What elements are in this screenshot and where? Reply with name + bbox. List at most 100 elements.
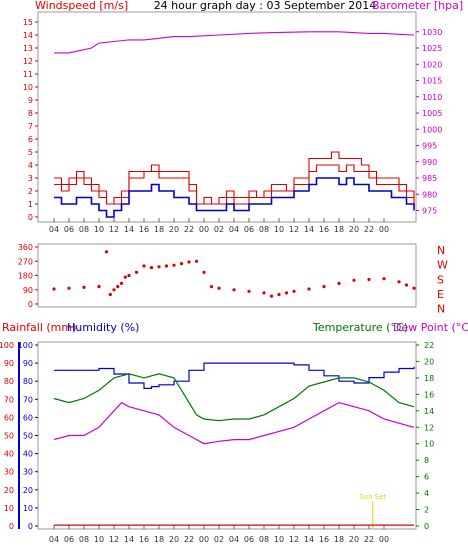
windspeed-y-tick-label: 2: [28, 187, 33, 196]
winddir-point: [277, 292, 281, 297]
winddir-point: [209, 285, 214, 289]
x-tick-label: 14: [124, 225, 134, 234]
x-tick-label: 20: [349, 535, 359, 544]
x-tick-label: 16: [319, 535, 329, 544]
barometer-y-tick-label: 985: [422, 174, 437, 183]
winddir-y-tick-label: 360: [18, 243, 33, 252]
x-tick-label: 14: [304, 535, 314, 544]
x-tick-label: 10: [274, 225, 284, 234]
rain-y-tick-label: 40: [4, 450, 14, 459]
winddir-point: [127, 273, 131, 278]
windspeed-y-tick-label: 10: [23, 83, 33, 92]
winddir-point: [404, 283, 409, 287]
rain-y-tick-label: 60: [4, 413, 14, 422]
windspeed-y-tick-label: 1: [28, 200, 33, 209]
winddir-point: [97, 285, 101, 289]
temp-y-tick-label: 6: [424, 473, 429, 482]
windspeed-y-tick-label: 9: [28, 96, 33, 105]
x-tick-label: 08: [79, 225, 89, 234]
x-tick-label: 18: [334, 225, 344, 234]
windspeed-axis-label: Windspeed [m/s]: [35, 0, 128, 12]
winddir-point: [116, 285, 120, 289]
x-tick-label: 12: [289, 535, 299, 544]
barometer-axis-label: Barometer [hpa]: [372, 0, 463, 12]
x-tick-label: 14: [304, 225, 314, 234]
temp-y-tick-label: 22: [424, 341, 434, 350]
x-tick-label: 08: [259, 225, 269, 234]
gust-series-line: [54, 151, 415, 205]
temp-y-tick-label: 12: [424, 423, 434, 432]
humidity-y-tick-label: 100: [18, 341, 33, 350]
humidity-series-line: [54, 362, 415, 389]
windspeed-y-tick-label: 8: [28, 109, 33, 118]
winddir-point: [367, 277, 371, 282]
temp-y-tick-label: 20: [424, 357, 434, 366]
x-tick-label: 00: [379, 225, 389, 234]
windspeed-y-tick-label: 3: [28, 174, 33, 183]
temp-y-tick-label: 2: [424, 506, 429, 515]
barometer-y-tick-label: 1030: [422, 28, 442, 37]
windspeed-y-tick-label: 4: [28, 161, 33, 170]
baro-series-line: [54, 31, 415, 54]
rain-y-tick-label: 70: [4, 395, 14, 404]
compass-label: E: [437, 288, 444, 301]
barometer-y-tick-label: 995: [422, 142, 437, 151]
x-tick-label: 00: [199, 225, 209, 234]
barometer-y-tick-label: 1020: [422, 60, 442, 69]
x-tick-label: 16: [139, 535, 149, 544]
winddir-point: [292, 289, 296, 293]
x-tick-label: 18: [154, 225, 164, 234]
winddir-point: [119, 281, 124, 285]
x-tick-label: 22: [364, 535, 374, 544]
compass-label: W: [437, 259, 448, 272]
x-tick-label: 08: [79, 535, 89, 544]
x-tick-label: 04: [229, 535, 239, 544]
x-tick-label: 20: [349, 225, 359, 234]
winddir-point: [307, 287, 311, 291]
windspeed-y-tick-label: 6: [28, 135, 33, 144]
humidity-legend-label: Humidity (%): [67, 321, 139, 334]
x-tick-label: 08: [259, 535, 269, 544]
x-tick-label: 12: [289, 225, 299, 234]
winddir-point: [262, 291, 266, 295]
winddir-point: [352, 278, 356, 282]
x-tick-label: 16: [139, 225, 149, 234]
dewpoint-series-line: [53, 401, 415, 445]
x-tick-label: 12: [109, 225, 119, 234]
avgwind-series-line: [54, 177, 415, 218]
winddir-point: [382, 277, 386, 281]
x-tick-label: 12: [109, 535, 119, 544]
winddir-point: [187, 260, 191, 264]
wind-chart-title: 24 hour graph day : 03 September 2014: [154, 0, 377, 12]
temp-y-tick-label: 4: [424, 489, 429, 498]
x-tick-label: 14: [124, 535, 134, 544]
x-tick-label: 10: [94, 535, 104, 544]
temp-y-tick-label: 0: [424, 522, 429, 531]
winddir-point: [232, 288, 236, 292]
x-tick-label: 06: [244, 535, 254, 544]
compass-label: S: [437, 273, 444, 286]
barometer-y-tick-label: 980: [422, 190, 437, 199]
windspeed-y-tick-label: 5: [28, 148, 33, 157]
x-tick-label: 00: [379, 535, 389, 544]
temperature-legend-label: Temperature (°C): [312, 321, 408, 334]
humidity-y-tick-label: 20: [23, 486, 33, 495]
humidity-y-tick-label: 80: [23, 377, 33, 386]
x-tick-label: 18: [154, 535, 164, 544]
winddir-y-tick-label: 270: [18, 257, 33, 266]
x-tick-label: 22: [184, 225, 194, 234]
winddir-y-tick-label: 90: [23, 286, 33, 295]
temp-y-tick-label: 16: [424, 390, 434, 399]
barometer-y-tick-label: 990: [422, 158, 437, 167]
barometer-y-tick-label: 1015: [422, 77, 442, 86]
barometer-y-tick-label: 1025: [422, 44, 442, 53]
winddir-point: [164, 264, 169, 268]
x-tick-label: 20: [169, 225, 179, 234]
wind-chart-frame: [37, 11, 417, 223]
winddir-point: [284, 291, 289, 295]
humidity-y-tick-label: 40: [23, 450, 33, 459]
winddir-point: [194, 259, 199, 263]
rain-y-tick-label: 30: [4, 468, 14, 477]
windspeed-y-tick-label: 7: [28, 122, 33, 131]
